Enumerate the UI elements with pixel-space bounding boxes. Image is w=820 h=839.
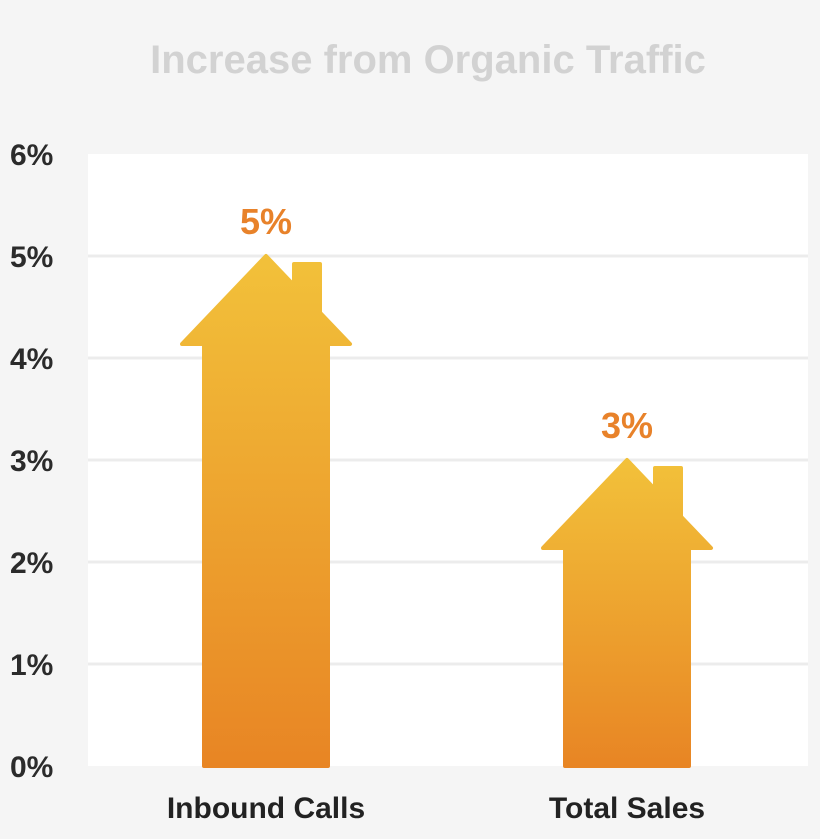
y-axis-ticks: 0% 1% 2% 3% 4% 5% 6% [10,139,53,784]
x-tick-label: Inbound Calls [167,792,365,825]
y-tick-label: 2% [10,547,53,580]
x-tick-label: Total Sales [549,792,705,825]
bar-total-sales [541,458,713,768]
chart-title: Increase from Organic Traffic [150,38,706,82]
bar-inbound-calls [180,254,352,768]
data-label: 3% [601,405,653,446]
y-tick-label: 4% [10,343,53,376]
y-tick-label: 6% [10,139,53,172]
bars: 5% 3% [180,201,713,768]
x-axis-ticks: Inbound Calls Total Sales [167,792,705,825]
y-tick-label: 1% [10,649,53,682]
y-tick-label: 5% [10,241,53,274]
y-tick-label: 3% [10,445,53,478]
y-tick-label: 0% [10,751,53,784]
data-label: 5% [240,201,292,242]
